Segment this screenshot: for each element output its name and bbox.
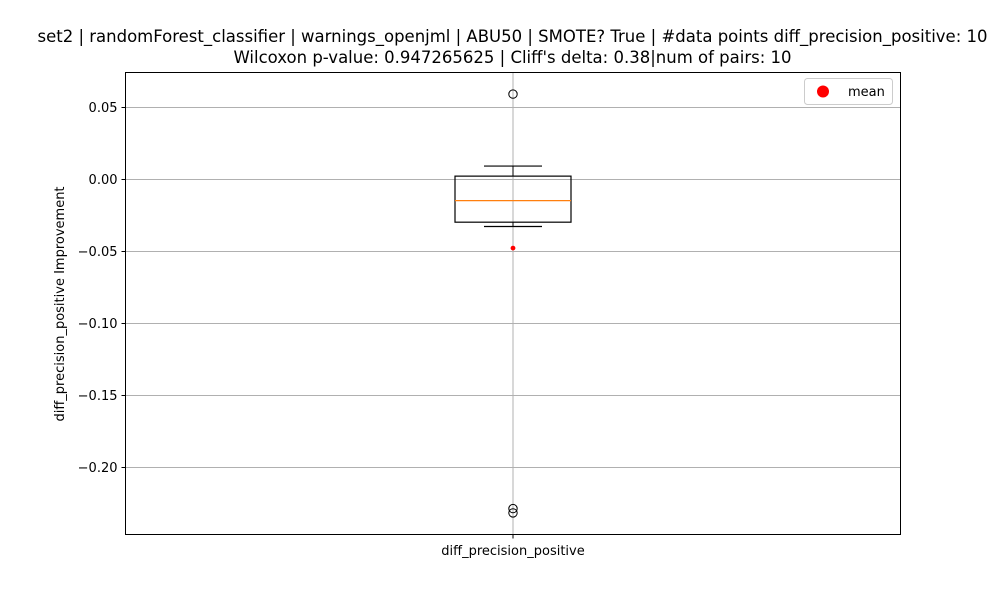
outlier-point [508,508,518,518]
legend-frame [804,78,893,105]
outlier-point [508,503,518,514]
outlier-point [508,89,518,99]
x-axis-ticks: diff_precision_positive [441,534,585,559]
grid-layer [125,72,901,535]
legend-marker-mean [817,85,829,98]
chart-subtitle: Wilcoxon p-value: 0.947265625 | Cliff's … [233,48,792,67]
iqr-box [454,175,572,223]
y-tick-label: −0.15 [78,389,118,404]
y-tick-label: −0.10 [78,317,118,332]
legend: mean [804,78,893,105]
box-plot [454,89,572,518]
y-tick-label: −0.05 [78,245,118,260]
chart-title: set2 | randomForest_classifier | warning… [37,27,988,46]
mean-marker [510,245,516,251]
y-tick-label: 0.05 [89,101,118,116]
y-axis-label: diff_precision_positive Improvement [53,186,68,421]
legend-label-mean: mean [848,85,885,100]
y-tick-label: 0.00 [89,173,118,188]
y-axis-ticks: 0.05 0.00 −0.05 −0.10 −0.15 −0.20 [78,101,126,476]
y-tick-label: −0.20 [78,461,118,476]
x-tick-label: diff_precision_positive [441,544,584,559]
